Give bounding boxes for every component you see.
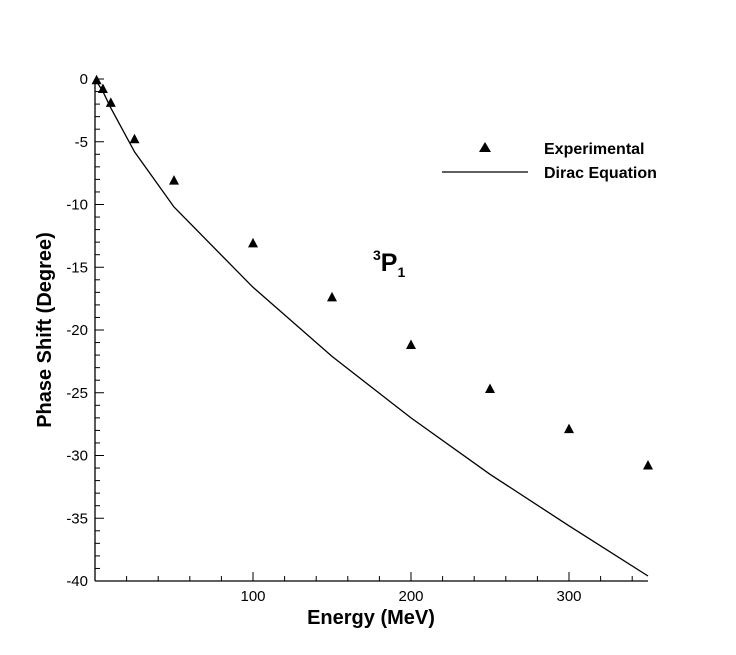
annotation-superscript: 3 — [373, 247, 381, 263]
x-tick-label: 300 — [556, 588, 581, 605]
y-tick-label: -40 — [66, 573, 88, 590]
experimental-point — [91, 74, 102, 85]
legend-experimental-marker — [479, 142, 491, 152]
axes-layer: 0 -5 -10 -15 -20 -25 -30 -35 -40 100 200 300 — [66, 71, 648, 605]
y-tick-label: -5 — [75, 134, 88, 151]
legend-experimental-label: Experimental — [544, 141, 644, 158]
x-tick-label: 200 — [398, 588, 423, 605]
y-tick-label: 0 — [80, 71, 88, 88]
y-tick-label: -10 — [66, 197, 88, 214]
x-axis-title: Energy (MeV) — [307, 607, 435, 629]
experimental-point — [564, 423, 574, 434]
annotation-main: P — [381, 249, 398, 277]
experimental-point — [129, 133, 140, 144]
experimental-point — [485, 383, 495, 393]
y-tick-label: -25 — [66, 385, 88, 402]
experimental-point — [97, 83, 108, 94]
experimental-point — [169, 175, 179, 185]
y-tick-label: -30 — [66, 448, 88, 465]
legend: Experimental Dirac Equation — [442, 141, 657, 182]
experimental-point — [248, 237, 258, 248]
state-annotation: 3P1 — [373, 247, 405, 280]
data-layer — [91, 74, 653, 577]
y-tick-label: -15 — [66, 259, 88, 276]
experimental-point — [327, 291, 337, 302]
x-tick-label: 100 — [240, 588, 265, 605]
experimental-point — [643, 460, 653, 470]
legend-dirac-label: Dirac Equation — [544, 165, 657, 182]
y-tick-label: -35 — [66, 510, 88, 527]
experimental-point — [105, 97, 116, 107]
annotation-subscript: 1 — [397, 264, 405, 280]
y-tick-label: -20 — [66, 322, 88, 339]
experimental-point — [406, 339, 416, 350]
y-axis-title: Phase Shift (Degree) — [34, 232, 56, 428]
